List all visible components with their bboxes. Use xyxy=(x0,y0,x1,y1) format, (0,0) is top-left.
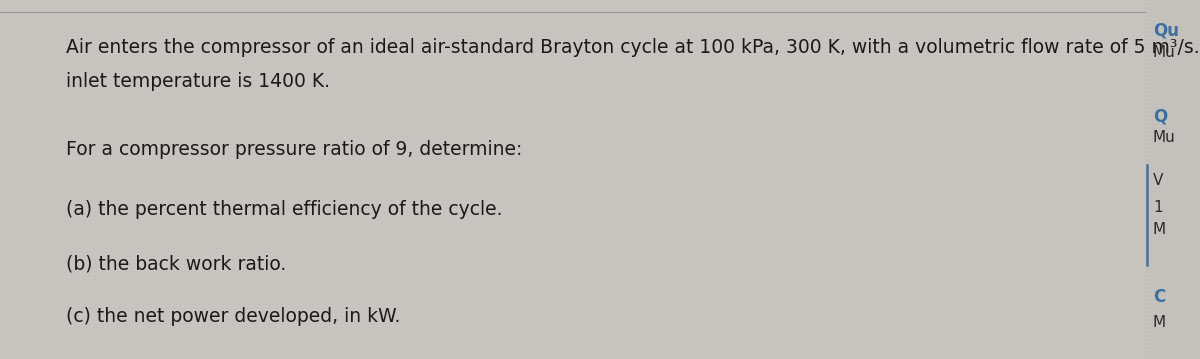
Text: inlet temperature is 1400 K.: inlet temperature is 1400 K. xyxy=(66,72,330,91)
Text: M: M xyxy=(1153,315,1166,330)
Text: 1: 1 xyxy=(1153,200,1163,215)
Text: (b) the back work ratio.: (b) the back work ratio. xyxy=(66,255,287,274)
Text: Mu: Mu xyxy=(1153,45,1176,60)
Text: C: C xyxy=(1153,288,1165,306)
Text: Qu: Qu xyxy=(1153,22,1178,40)
Text: Mu: Mu xyxy=(1153,130,1176,145)
Text: Q: Q xyxy=(1153,108,1168,126)
Text: Air enters the compressor of an ideal air-standard Brayton cycle at 100 kPa, 300: Air enters the compressor of an ideal ai… xyxy=(66,38,1200,57)
Text: For a compressor pressure ratio of 9, determine:: For a compressor pressure ratio of 9, de… xyxy=(66,140,522,159)
Text: M: M xyxy=(1153,222,1166,237)
Bar xyxy=(1145,0,1200,359)
Text: (a) the percent thermal efficiency of the cycle.: (a) the percent thermal efficiency of th… xyxy=(66,200,503,219)
Text: (c) the net power developed, in kW.: (c) the net power developed, in kW. xyxy=(66,307,401,326)
Text: V: V xyxy=(1153,173,1163,188)
